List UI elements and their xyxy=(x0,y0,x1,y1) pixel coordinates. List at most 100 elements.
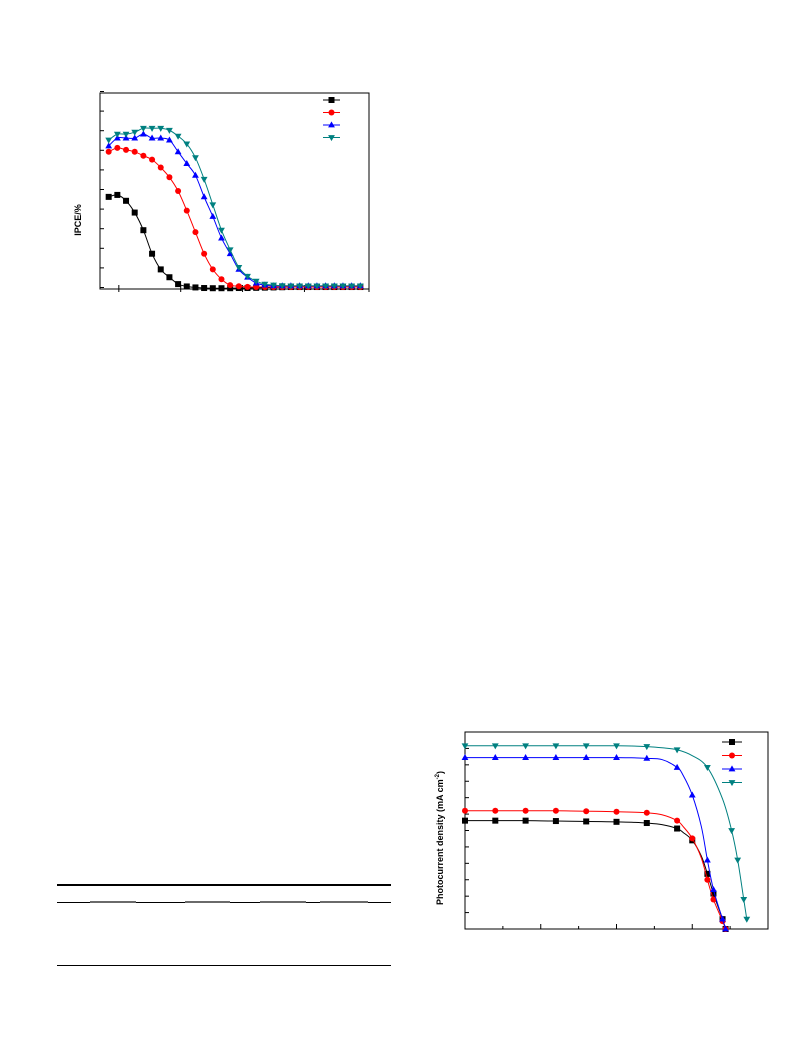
ipce-data-point xyxy=(139,130,147,137)
ipce-data-point xyxy=(201,285,208,292)
jv-data-point xyxy=(522,807,529,814)
ipce-data-point xyxy=(252,278,260,285)
jv-data-point xyxy=(491,743,499,750)
jv-data-point xyxy=(643,809,650,816)
ipce-data-point xyxy=(356,283,364,290)
jv-data-point xyxy=(583,808,590,815)
jv-data-point xyxy=(710,896,717,903)
ipce-data-point xyxy=(131,129,139,136)
jv-data-point xyxy=(643,744,651,751)
ipce-data-point xyxy=(105,148,112,155)
jv-legend-marker xyxy=(729,752,735,759)
ipce-legend-marker xyxy=(328,109,335,116)
ipce-data-point xyxy=(244,273,251,280)
table-subrule-3 xyxy=(260,901,306,903)
jv-legend-marker xyxy=(729,739,735,745)
ipce-data-point xyxy=(209,202,217,209)
jv-data-point xyxy=(643,754,651,761)
table-subrule-1 xyxy=(90,901,136,903)
ipce-data-point xyxy=(200,176,208,183)
ipce-data-point xyxy=(192,155,199,162)
jv-data-point xyxy=(704,765,711,772)
ipce-data-point xyxy=(209,212,217,219)
ipce-data-point xyxy=(192,229,199,236)
ipce-data-point xyxy=(157,125,165,132)
ipce-data-point xyxy=(339,283,347,290)
jv-y-axis-title: Photocurrent density (mA cm-2) xyxy=(435,771,445,905)
ipce-data-point xyxy=(166,174,173,181)
ipce-data-point xyxy=(227,285,234,292)
jv-data-point xyxy=(462,817,468,824)
jv-data-point xyxy=(583,818,590,825)
ipce-data-point xyxy=(131,209,138,216)
jv-data-point xyxy=(613,808,620,815)
ipce-data-point xyxy=(157,134,165,141)
ipce-data-point xyxy=(227,282,234,289)
ipce-data-point xyxy=(174,148,182,155)
jv-data-point xyxy=(722,925,729,932)
ipce-legend-box xyxy=(319,96,365,146)
ipce-data-point xyxy=(174,133,182,140)
ipce-data-point xyxy=(183,207,190,214)
ipce-data-point xyxy=(131,134,139,141)
jv-data-point xyxy=(492,807,499,814)
ipce-data-point xyxy=(140,152,147,159)
ipce-data-point xyxy=(149,156,156,163)
jv-plot-frame xyxy=(461,731,769,932)
jv-data-point xyxy=(673,747,681,754)
ipce-data-point xyxy=(123,146,130,153)
ipce-data-point xyxy=(175,281,182,288)
ipce-data-point xyxy=(244,283,251,290)
ipce-data-point xyxy=(148,125,156,132)
jv-data-point xyxy=(552,818,559,825)
jv-data-point xyxy=(492,817,499,824)
ipce-data-point xyxy=(122,131,130,138)
jv-series-line xyxy=(465,820,727,930)
ipce-data-point xyxy=(149,250,156,257)
jv-data-point xyxy=(582,754,590,761)
jv-data-point xyxy=(461,743,469,750)
ipce-data-point xyxy=(123,197,130,204)
jv-data-point xyxy=(740,897,748,904)
ipce-data-point xyxy=(201,250,208,257)
jv-data-point xyxy=(719,915,726,922)
table-top-rule xyxy=(57,884,391,886)
ipce-data-point xyxy=(140,227,147,234)
ipce-data-point xyxy=(105,137,113,144)
jv-data-point xyxy=(674,817,681,824)
jv-data-point xyxy=(643,820,650,827)
jv-data-point xyxy=(688,791,696,798)
jv-series-line xyxy=(465,745,748,920)
ipce-data-point xyxy=(113,131,121,138)
ipce-data-point xyxy=(183,141,191,148)
ipce-data-point xyxy=(157,164,164,171)
ipce-legend-marker xyxy=(328,97,335,103)
ipce-data-point xyxy=(270,282,277,289)
ipce-data-point xyxy=(166,136,173,143)
ipce-legend-marker xyxy=(328,135,335,142)
jv-data-point xyxy=(710,886,717,892)
ipce-data-point xyxy=(157,266,164,273)
jv-y-axis-title-sup: -2 xyxy=(435,773,441,779)
jv-data-point xyxy=(704,870,711,877)
jv-series-line xyxy=(465,810,727,930)
ipce-data-point xyxy=(322,283,330,290)
jv-legend-box xyxy=(720,737,764,787)
ipce-data-point xyxy=(226,247,234,254)
ipce-legend-marker xyxy=(328,121,335,128)
ipce-data-point xyxy=(192,171,199,178)
jv-data-point xyxy=(522,817,529,824)
jv-data-point xyxy=(552,743,560,750)
ipce-y-axis-title: IPCE/% xyxy=(73,204,83,236)
table-subrule-4 xyxy=(320,901,368,903)
jv-series-line xyxy=(465,757,727,930)
ipce-data-point xyxy=(183,159,191,166)
jv-data-point xyxy=(522,743,529,750)
ipce-data-point xyxy=(183,283,190,290)
jv-data-point xyxy=(461,754,469,761)
ipce-data-point xyxy=(166,274,173,281)
jv-data-point xyxy=(689,835,696,842)
ipce-data-point xyxy=(114,191,121,198)
jv-legend-marker xyxy=(728,780,736,787)
ipce-data-point xyxy=(200,193,208,200)
